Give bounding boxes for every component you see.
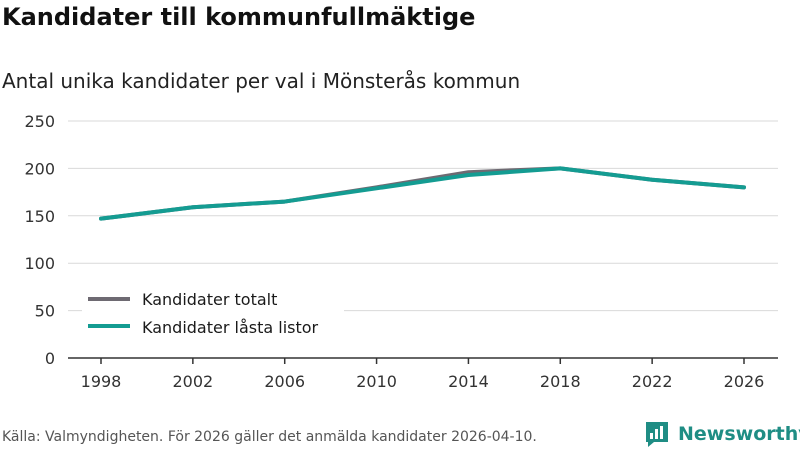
brand-name: Newsworthy xyxy=(678,423,800,445)
newsworthy-logo-icon xyxy=(646,422,668,447)
x-tick-label: 1998 xyxy=(81,372,122,391)
source-note: Källa: Valmyndigheten. För 2026 gäller d… xyxy=(2,429,537,445)
series-line-locked xyxy=(99,166,746,221)
series-lines xyxy=(99,166,746,221)
x-tick-label: 2018 xyxy=(540,372,581,391)
brand-logo: Newsworthy xyxy=(644,420,800,448)
y-tick-label: 50 xyxy=(35,302,55,321)
x-tick-label: 2026 xyxy=(724,372,765,391)
y-tick-label: 200 xyxy=(24,159,55,178)
legend: Kandidater totalt Kandidater låsta listo… xyxy=(82,282,344,342)
x-tick-label: 2022 xyxy=(632,372,673,391)
x-axis-ticks: 1998 2002 2006 2010 2014 2018 2022 2026 xyxy=(81,358,765,391)
legend-label-locked: Kandidater låsta listor xyxy=(142,318,319,337)
legend-label-total: Kandidater totalt xyxy=(142,290,277,309)
x-tick-label: 2002 xyxy=(172,372,213,391)
series-line-total xyxy=(99,166,746,221)
x-tick-label: 2010 xyxy=(356,372,397,391)
x-tick-label: 2014 xyxy=(448,372,489,391)
x-tick-label: 2006 xyxy=(264,372,305,391)
chart-title: Kandidater till kommunfullmäktige xyxy=(2,3,476,31)
y-axis-ticks: 0 50 100 150 200 250 xyxy=(24,112,55,368)
chart-subtitle: Antal unika kandidater per val i Mönster… xyxy=(2,69,521,93)
y-tick-label: 100 xyxy=(24,254,55,273)
y-tick-label: 0 xyxy=(45,349,55,368)
line-chart: 0 50 100 150 200 250 1998 2002 2006 2010 2014 2018… xyxy=(24,112,778,391)
y-tick-label: 150 xyxy=(24,207,55,226)
legend-background xyxy=(82,282,344,342)
y-tick-label: 250 xyxy=(24,112,55,131)
